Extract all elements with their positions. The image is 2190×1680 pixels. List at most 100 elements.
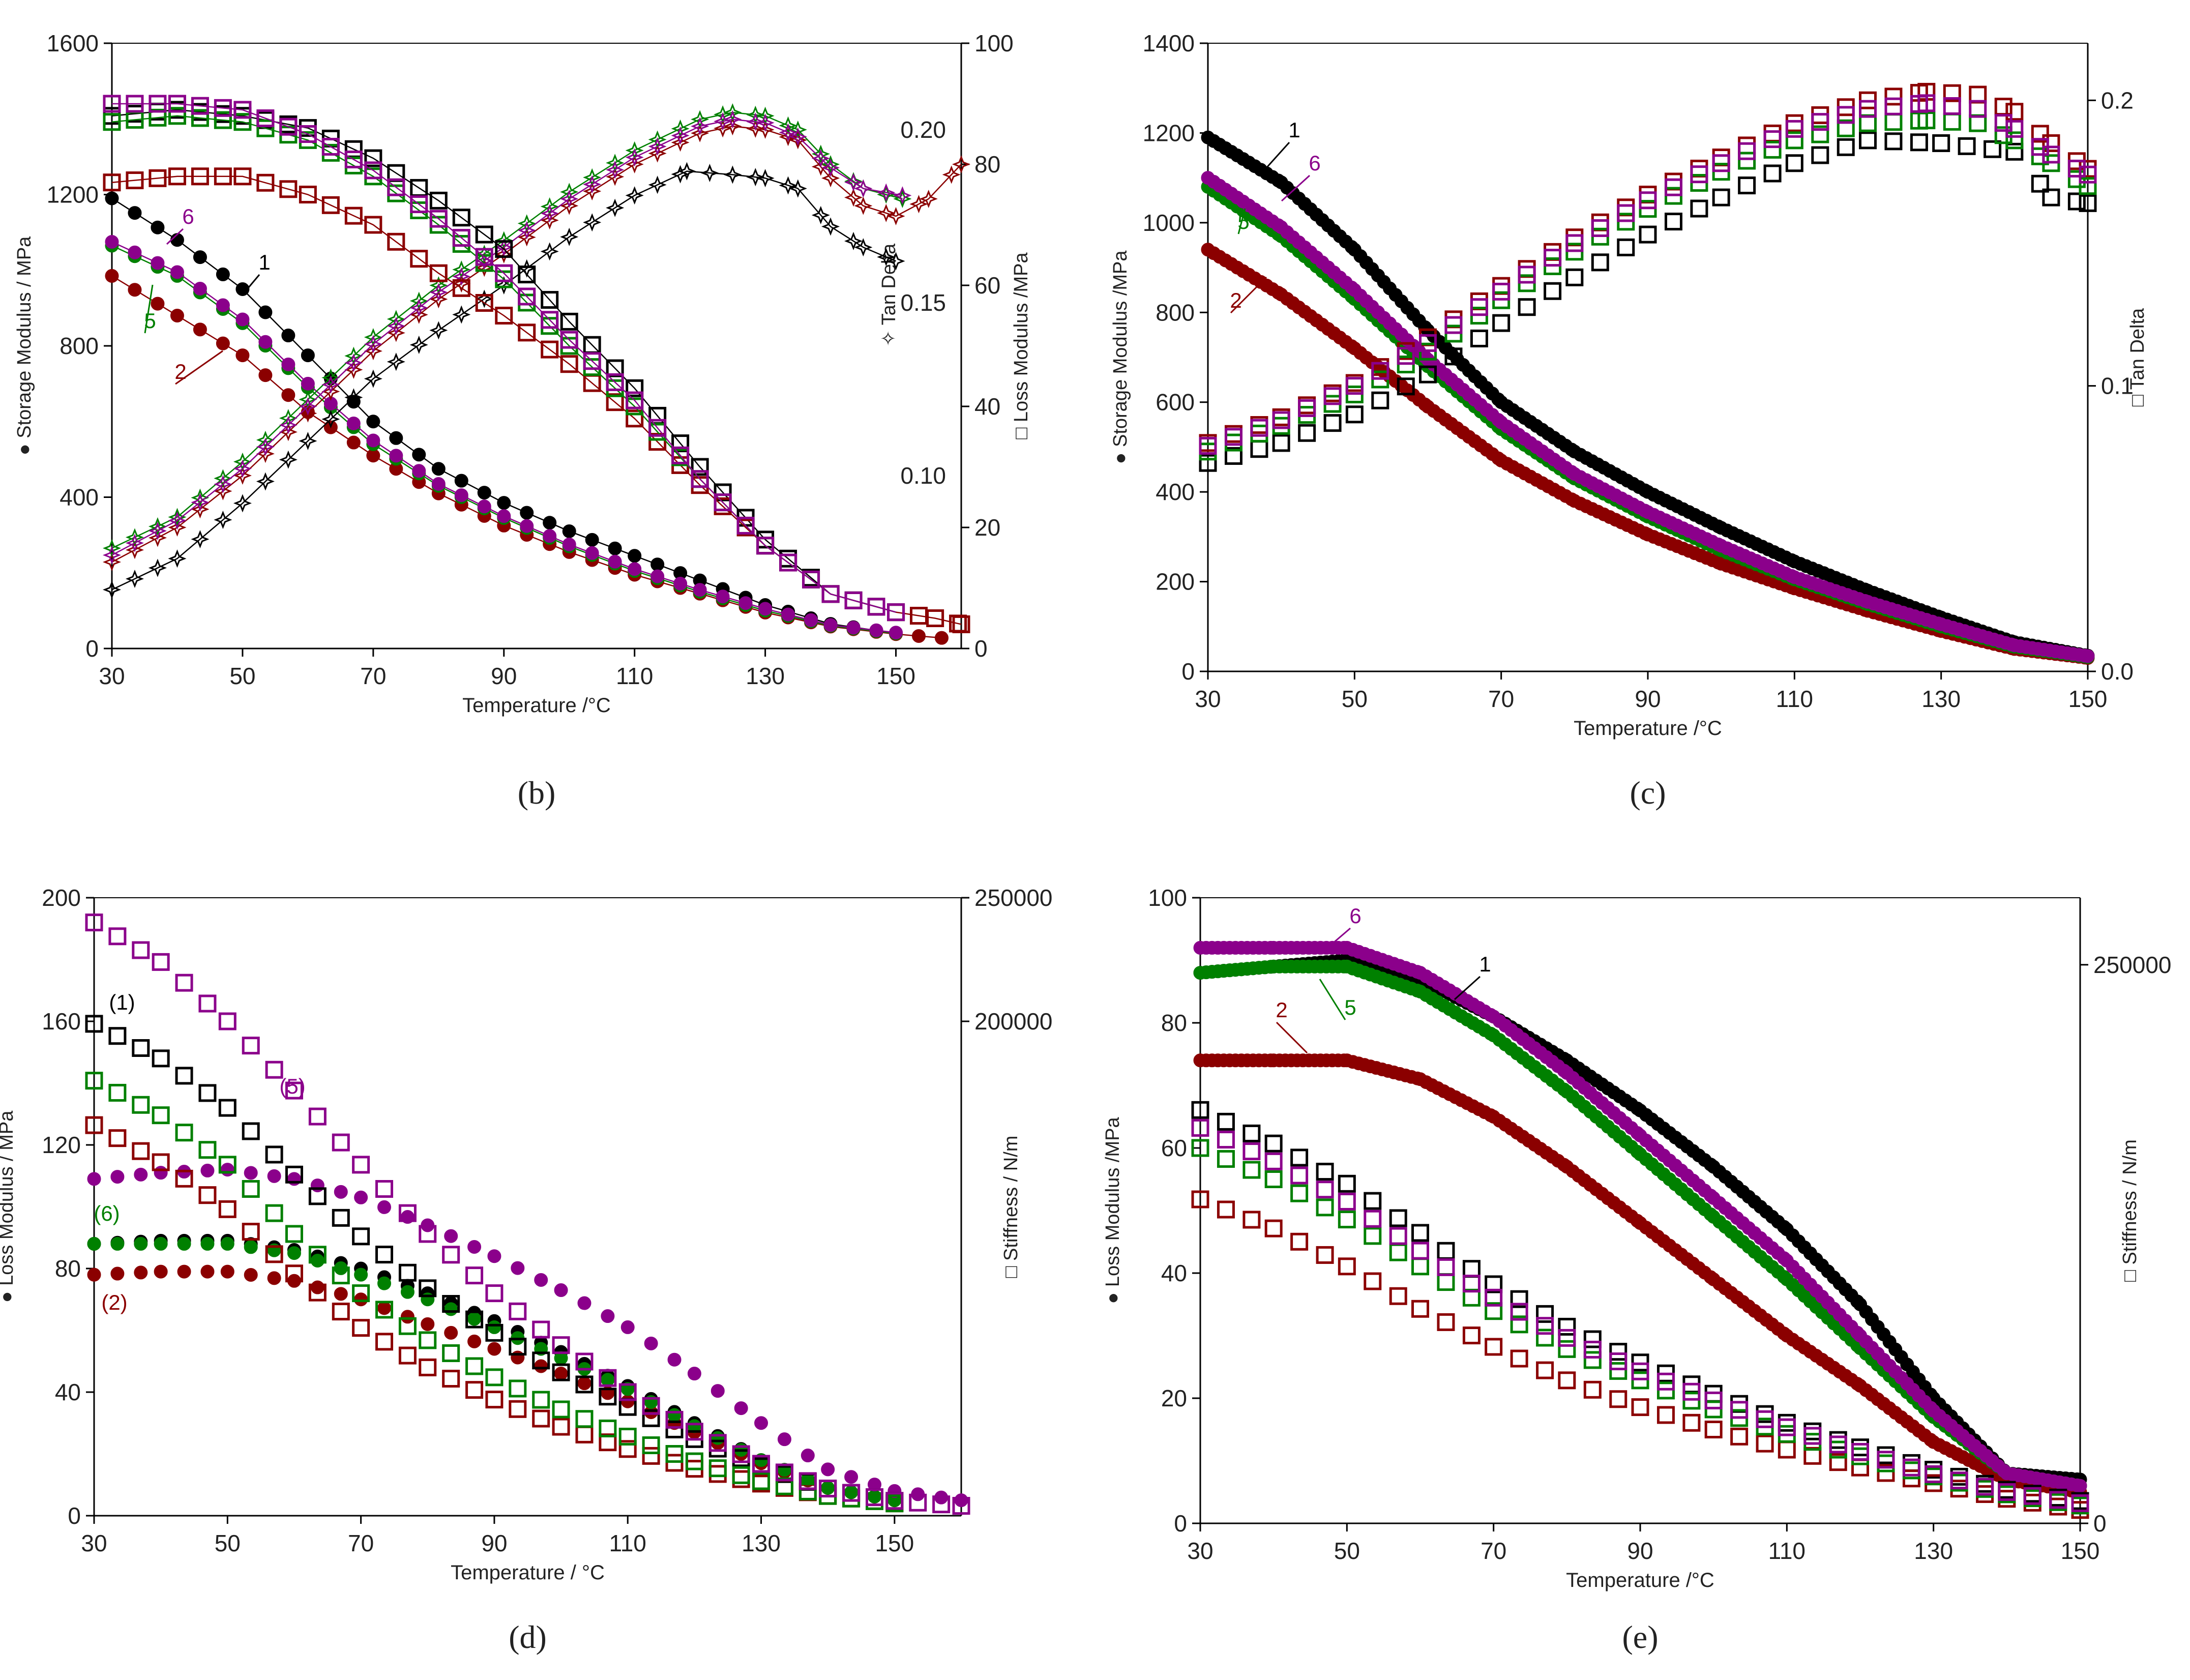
data-point (671, 133, 690, 152)
data-point (1763, 130, 1782, 149)
data-point (321, 410, 340, 429)
data-point (85, 1015, 103, 1033)
data-point (1411, 1224, 1429, 1242)
data-point (687, 1367, 701, 1381)
data-point (387, 323, 405, 342)
data-point (821, 585, 840, 603)
data-point (128, 283, 142, 297)
data-point (233, 113, 252, 131)
data-point (2079, 165, 2097, 184)
data-point (732, 1445, 750, 1463)
data-point (2042, 134, 2060, 152)
data-point (242, 1037, 260, 1055)
data-point (377, 1301, 392, 1315)
y-left-marker: ● (1110, 453, 1131, 464)
data-point (220, 1264, 234, 1279)
data-point (560, 331, 578, 349)
data-point (620, 1320, 635, 1334)
data-point (1639, 191, 1657, 210)
data-point (1984, 140, 2002, 158)
data-point (758, 602, 773, 616)
data-point (487, 1342, 501, 1356)
data-point (1437, 1313, 1455, 1331)
data-point (618, 1427, 637, 1446)
data-point (2031, 125, 2049, 143)
y-left-tick-label: 40 (55, 1379, 81, 1405)
data-point (442, 1370, 460, 1388)
data-point (665, 1445, 684, 1463)
data-point (648, 137, 667, 156)
y-right-axis-title: □ Loss Modulus /MPa (1011, 252, 1032, 439)
panel-caption: (b) (518, 775, 556, 811)
x-tick-label: 130 (1914, 1538, 1953, 1564)
data-point (364, 342, 382, 361)
data-point (1437, 1273, 1455, 1291)
series-label-s1: (1) (109, 990, 135, 1014)
data-point (1609, 1362, 1627, 1380)
y-right-marker: □ (1000, 1266, 1022, 1278)
data-point (102, 552, 122, 572)
data-point (1250, 419, 1268, 437)
data-point (844, 1485, 859, 1499)
series-right_outer-s6 (103, 95, 905, 622)
data-point (691, 117, 709, 136)
series-label-s5: 5 (1344, 995, 1356, 1019)
data-point (562, 537, 576, 551)
data-point (554, 1367, 568, 1381)
series-label-arrow (1230, 276, 1267, 314)
data-point (1910, 133, 1928, 152)
data-point (626, 391, 644, 409)
data-point (1884, 97, 1903, 115)
data-point (281, 357, 295, 371)
data-point (912, 629, 926, 643)
data-point (265, 1060, 283, 1079)
data-point (198, 1186, 217, 1204)
data-point (258, 335, 273, 349)
data-point (134, 1236, 148, 1251)
data-point (87, 1172, 101, 1186)
data-point (560, 312, 578, 331)
data-point (465, 1310, 484, 1329)
data-point (334, 1287, 348, 1301)
data-point (377, 1276, 392, 1290)
data-point (389, 449, 403, 463)
data-point (1290, 1232, 1309, 1251)
data-point (1272, 411, 1290, 429)
data-point (804, 613, 818, 627)
panel-caption: (d) (509, 1619, 547, 1655)
data-point (1712, 188, 1730, 207)
data-point (1510, 1303, 1528, 1321)
data-point (375, 1246, 394, 1264)
y-left-title-text: Storage Modulus /MPa (1110, 250, 1131, 447)
series-label-s6: 6 (182, 204, 194, 228)
data-point (554, 1283, 568, 1298)
data-point (509, 1338, 527, 1356)
data-point (552, 1336, 570, 1354)
data-point (1191, 1190, 1209, 1209)
data-point (511, 1261, 525, 1275)
data-point (125, 534, 144, 552)
data-point (1242, 1142, 1261, 1161)
data-point (431, 462, 446, 476)
data-point (625, 186, 644, 205)
data-point (398, 1204, 417, 1222)
data-point (256, 437, 275, 456)
data-point (1583, 1340, 1602, 1359)
data-point (198, 994, 217, 1013)
x-tick-label: 150 (876, 663, 915, 689)
data-point (1298, 399, 1316, 417)
data-point (2067, 192, 2086, 211)
data-point (108, 1129, 127, 1147)
x-tick-label: 30 (81, 1530, 107, 1556)
data-point (354, 1190, 368, 1204)
data-point (532, 1351, 550, 1370)
data-point (132, 1096, 150, 1114)
data-point (1656, 1372, 1675, 1391)
data-point (677, 162, 696, 181)
data-point (1411, 1300, 1429, 1318)
y-left-tick-label: 120 (42, 1132, 81, 1158)
data-point (1565, 234, 1584, 252)
data-point (299, 125, 317, 143)
data-point (108, 1027, 127, 1045)
